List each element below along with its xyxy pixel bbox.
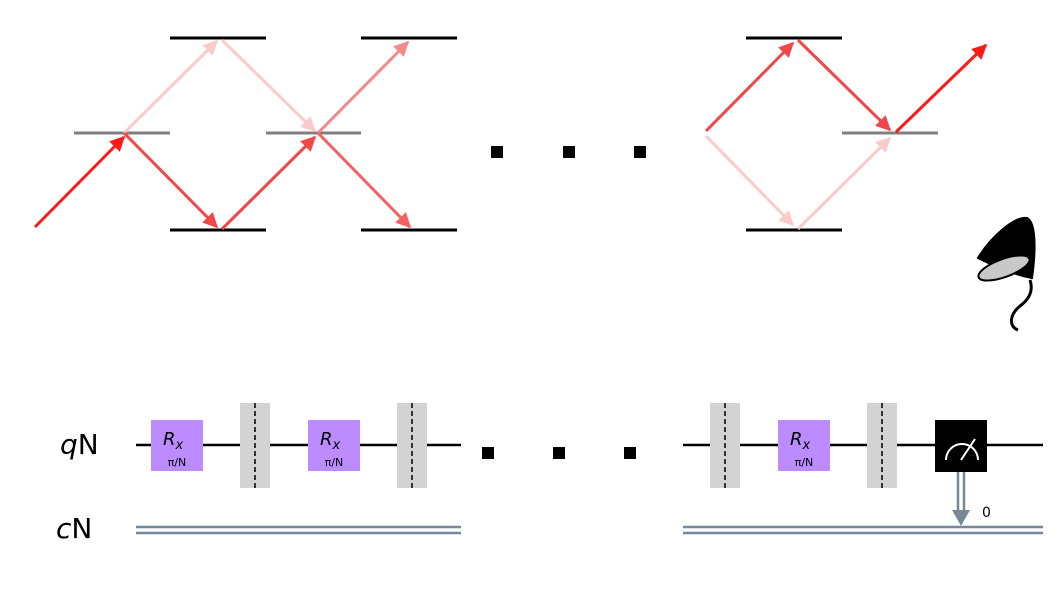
arrow-down-faint-4 xyxy=(704,134,795,227)
arrow-output xyxy=(894,43,988,134)
rx-gate-2: Rx π/N xyxy=(308,420,360,471)
measure-bit-index: 0 xyxy=(982,505,991,521)
energy-diagram xyxy=(33,36,988,232)
arrow-up-medium-4 xyxy=(704,41,795,133)
circuit-ellipsis-dot-1 xyxy=(482,447,494,459)
svg-text:π/N: π/N xyxy=(795,456,814,469)
arrow-down-medsoft-3 xyxy=(316,131,412,229)
rx-gate-3: Rx π/N xyxy=(778,420,830,471)
ellipsis-dot-2 xyxy=(563,146,575,158)
meter-icon xyxy=(945,443,979,461)
arrow-up-soft-3 xyxy=(316,40,410,135)
qubit-register-label: qN xyxy=(60,428,99,461)
arrow-up-faint-5 xyxy=(796,136,892,231)
clbit-register-label: cN xyxy=(56,512,92,545)
arrow-input xyxy=(33,135,126,229)
arrow-up-medium-2 xyxy=(220,135,317,231)
barrier-2 xyxy=(397,403,427,488)
svg-text:π/N: π/N xyxy=(168,456,187,469)
arrow-down-medium-1 xyxy=(122,131,219,229)
ellipsis-dot-3 xyxy=(634,146,646,158)
circuit-ellipsis-dot-2 xyxy=(553,447,565,459)
detector-cone-icon xyxy=(976,216,1036,332)
circuit-ellipsis-dot-3 xyxy=(624,447,636,459)
barrier-3 xyxy=(710,403,740,488)
svg-text:π/N: π/N xyxy=(325,456,344,469)
measure-gate xyxy=(935,420,987,526)
arrow-down-medium-5 xyxy=(796,38,892,132)
rx-gate-1: Rx π/N xyxy=(151,420,203,471)
svg-text:Rx: Rx xyxy=(163,429,184,453)
quantum-circuit: qN cN Rx π/N Rx π/N xyxy=(56,403,1043,545)
barrier-1 xyxy=(240,403,270,488)
arrow-down-faint-2 xyxy=(220,38,317,133)
arrow-up-faint-1 xyxy=(122,39,219,135)
svg-text:Rx: Rx xyxy=(320,429,341,453)
svg-text:Rx: Rx xyxy=(790,429,811,453)
barrier-4 xyxy=(867,403,897,488)
ellipsis-dot-1 xyxy=(491,146,503,158)
